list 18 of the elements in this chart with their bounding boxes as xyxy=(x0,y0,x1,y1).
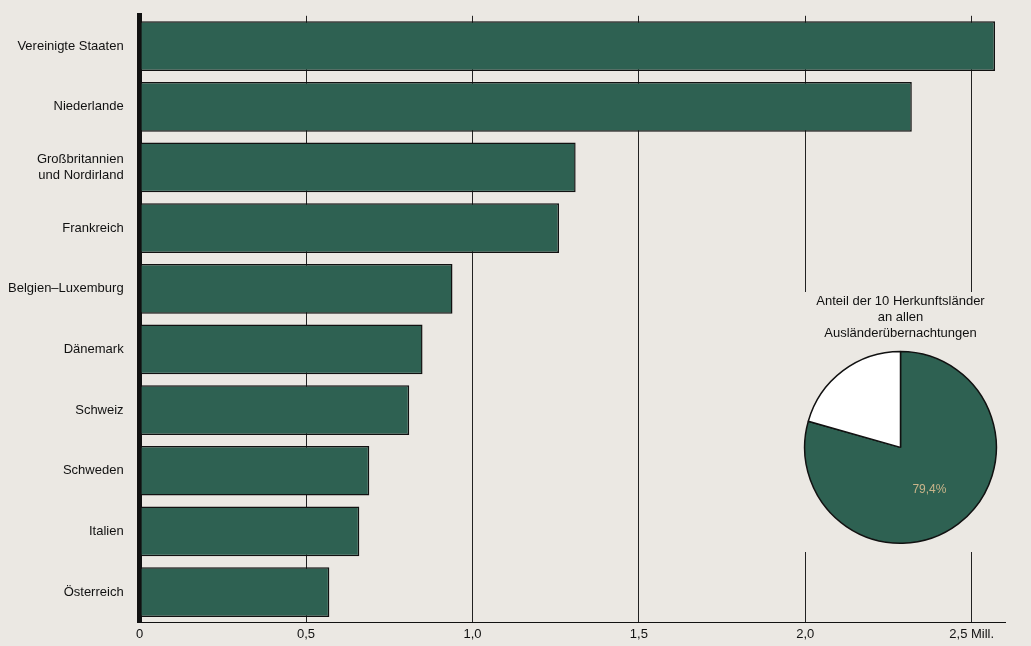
x-tick-label: 1,0 xyxy=(463,625,482,641)
y-tick-label: Schweiz xyxy=(75,401,124,417)
y-tick-label: Dänemark xyxy=(63,341,125,357)
y-tick-label: Österreich xyxy=(63,583,124,599)
y-tick-label: Italien xyxy=(88,522,124,538)
y-tick-label: Schweden xyxy=(62,462,124,478)
y-tick-label: Frankreich xyxy=(62,219,124,235)
y-tick-label: Vereinigte Staaten xyxy=(17,37,124,53)
data-label: 79,4% xyxy=(912,481,947,496)
x-tick-label: 2,0 xyxy=(796,625,815,641)
y-tick-label: Belgien–Luxemburg xyxy=(7,280,124,296)
x-tick-label: 1,5 xyxy=(629,625,648,641)
x-tick-label: 0,5 xyxy=(297,625,316,641)
x-tick-label: 0 xyxy=(136,625,144,641)
y-tick-label: Niederlande xyxy=(53,98,124,114)
x-tick-label: 2,5 Mill. xyxy=(949,625,995,641)
chart-title: Anteil der 10 Herkunftsländer an allen Ausländerübernachtungen xyxy=(816,293,986,340)
y-tick-label: Großbritannien und Nordirland xyxy=(36,151,124,182)
